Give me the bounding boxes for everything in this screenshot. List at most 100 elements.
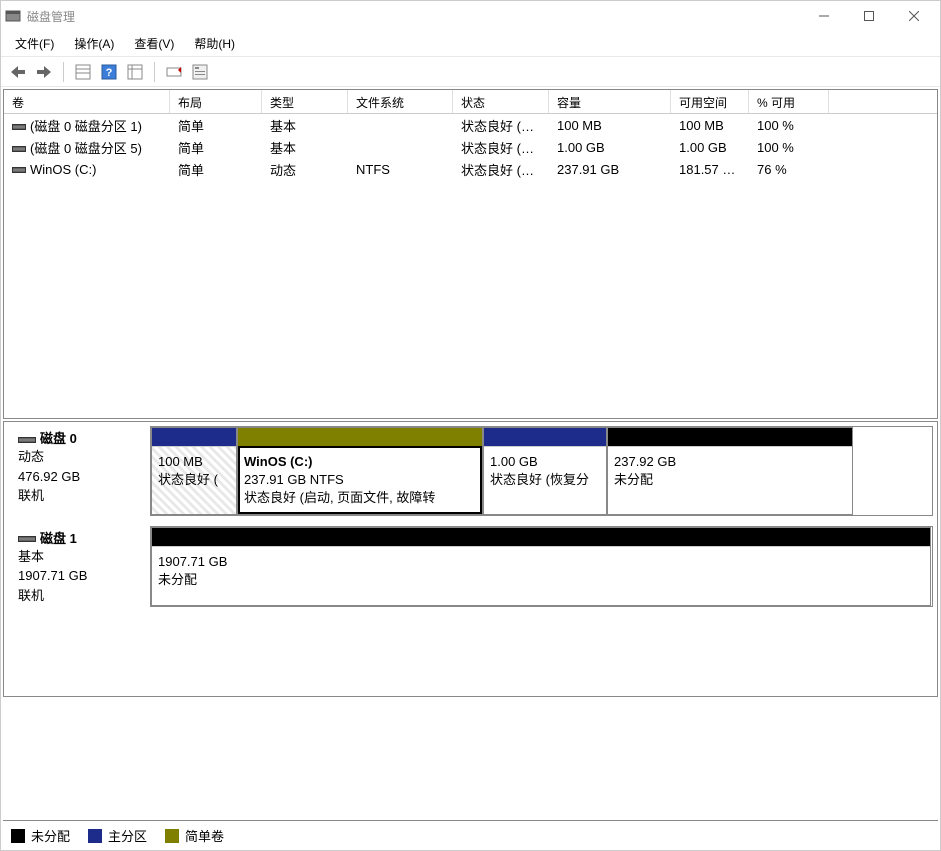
- partition-header: [152, 528, 930, 546]
- disk-size: 476.92 GB: [18, 467, 142, 487]
- menu-help[interactable]: 帮助(H): [184, 31, 245, 56]
- toolbar-sep2: [154, 62, 155, 82]
- cell-volume: (磁盘 0 磁盘分区 5): [30, 141, 142, 156]
- disk-status: 联机: [18, 586, 142, 606]
- col-type[interactable]: 类型: [262, 90, 348, 113]
- partition-name: WinOS (C:): [244, 453, 476, 471]
- disk-status: 联机: [18, 486, 142, 506]
- close-button[interactable]: [891, 2, 936, 30]
- disk-graphical-pane: 磁盘 0动态476.92 GB联机100 MB状态良好 (WinOS (C:)2…: [3, 421, 938, 697]
- list-view-button[interactable]: [124, 61, 146, 83]
- cell-capacity: 237.91 GB: [549, 160, 671, 179]
- properties-button[interactable]: [189, 61, 211, 83]
- partition-body: 1.00 GB状态良好 (恢复分: [484, 446, 606, 514]
- cell-volume: (磁盘 0 磁盘分区 1): [30, 119, 142, 134]
- cell-free: 100 MB: [671, 116, 749, 135]
- titlebar-controls: [801, 2, 936, 30]
- col-volume[interactable]: 卷: [4, 90, 170, 113]
- disk-size: 1907.71 GB: [18, 566, 142, 586]
- refresh-button[interactable]: [163, 61, 185, 83]
- col-free[interactable]: 可用空间: [671, 90, 749, 113]
- legend-bar: 未分配主分区简单卷: [3, 820, 938, 850]
- partition-body: 100 MB状态良好 (: [152, 446, 236, 514]
- toolbar: ?: [1, 57, 940, 87]
- legend-swatch: [88, 829, 102, 843]
- volume-icon: [12, 167, 26, 173]
- partition[interactable]: 1907.71 GB未分配: [151, 527, 931, 607]
- disk-panel: 磁盘 0动态476.92 GB联机100 MB状态良好 (WinOS (C:)2…: [8, 426, 933, 516]
- disk-layout: 100 MB状态良好 (WinOS (C:)237.91 GB NTFS状态良好…: [150, 426, 933, 516]
- legend-label: 未分配: [31, 826, 70, 845]
- partition-size: 1907.71 GB: [158, 553, 924, 571]
- cell-status: 状态良好 (…: [453, 136, 549, 159]
- cell-type: 基本: [262, 136, 348, 159]
- disk-icon: [18, 437, 36, 443]
- disk-icon: [18, 536, 36, 542]
- legend-item: 简单卷: [165, 826, 224, 845]
- cell-volume: WinOS (C:): [30, 162, 96, 177]
- help-button[interactable]: ?: [98, 61, 120, 83]
- menu-view[interactable]: 查看(V): [124, 31, 184, 56]
- menu-file[interactable]: 文件(F): [5, 31, 64, 56]
- col-pct[interactable]: % 可用: [749, 90, 829, 113]
- details-view-button[interactable]: [72, 61, 94, 83]
- volume-list-pane: 卷 布局 类型 文件系统 状态 容量 可用空间 % 可用 (磁盘 0 磁盘分区 …: [3, 89, 938, 419]
- disk-info[interactable]: 磁盘 0动态476.92 GB联机: [8, 426, 150, 516]
- partition-body: WinOS (C:)237.91 GB NTFS状态良好 (启动, 页面文件, …: [238, 446, 482, 514]
- cell-type: 基本: [262, 114, 348, 137]
- table-row[interactable]: (磁盘 0 磁盘分区 1)简单基本状态良好 (…100 MB100 MB100 …: [4, 114, 937, 136]
- partition-info: 未分配: [614, 471, 846, 489]
- disk-kind: 基本: [18, 547, 142, 567]
- partition[interactable]: 100 MB状态良好 (: [151, 427, 237, 515]
- back-button[interactable]: [7, 61, 29, 83]
- partition-size: 100 MB: [158, 453, 230, 471]
- disk-panel: 磁盘 1基本1907.71 GB联机1907.71 GB未分配: [8, 526, 933, 608]
- cell-free: 1.00 GB: [671, 138, 749, 157]
- table-row[interactable]: (磁盘 0 磁盘分区 5)简单基本状态良好 (…1.00 GB1.00 GB10…: [4, 136, 937, 158]
- cell-capacity: 100 MB: [549, 116, 671, 135]
- maximize-button[interactable]: [846, 2, 891, 30]
- volume-grid-header: 卷 布局 类型 文件系统 状态 容量 可用空间 % 可用: [4, 90, 937, 114]
- cell-layout: 简单: [170, 158, 262, 181]
- partition-body: 237.92 GB未分配: [608, 446, 852, 514]
- col-capacity[interactable]: 容量: [549, 90, 671, 113]
- col-status[interactable]: 状态: [453, 90, 549, 113]
- cell-pct: 100 %: [749, 138, 829, 157]
- cell-type: 动态: [262, 158, 348, 181]
- partition-info: 状态良好 (启动, 页面文件, 故障转: [244, 489, 476, 507]
- legend-label: 简单卷: [185, 826, 224, 845]
- col-fs[interactable]: 文件系统: [348, 90, 453, 113]
- partition[interactable]: 237.92 GB未分配: [607, 427, 853, 515]
- window-title: 磁盘管理: [27, 8, 801, 25]
- cell-fs: NTFS: [348, 160, 453, 179]
- disk-info[interactable]: 磁盘 1基本1907.71 GB联机: [8, 526, 150, 608]
- volume-icon: [12, 146, 26, 152]
- partition-header: [484, 428, 606, 446]
- partition-header: [608, 428, 852, 446]
- minimize-button[interactable]: [801, 2, 846, 30]
- table-row[interactable]: WinOS (C:) 简单动态NTFS状态良好 (…237.91 GB181.57…: [4, 158, 937, 180]
- disk-layout: 1907.71 GB未分配: [150, 526, 933, 608]
- volume-grid-body: (磁盘 0 磁盘分区 1)简单基本状态良好 (…100 MB100 MB100 …: [4, 114, 937, 180]
- partition-body: 1907.71 GB未分配: [152, 546, 930, 606]
- cell-pct: 76 %: [749, 160, 829, 179]
- disk-name-label: 磁盘 1: [40, 531, 77, 546]
- cell-status: 状态良好 (…: [453, 158, 549, 181]
- legend-swatch: [165, 829, 179, 843]
- forward-button[interactable]: [33, 61, 55, 83]
- menubar: 文件(F) 操作(A) 查看(V) 帮助(H): [1, 31, 940, 57]
- partition-info: 未分配: [158, 571, 924, 589]
- cell-layout: 简单: [170, 136, 262, 159]
- legend-swatch: [11, 829, 25, 843]
- partition[interactable]: WinOS (C:)237.91 GB NTFS状态良好 (启动, 页面文件, …: [237, 427, 483, 515]
- partition-size: 1.00 GB: [490, 453, 600, 471]
- menu-action[interactable]: 操作(A): [64, 31, 124, 56]
- partition[interactable]: 1.00 GB状态良好 (恢复分: [483, 427, 607, 515]
- partition-header: [152, 428, 236, 446]
- svg-text:?: ?: [106, 67, 113, 79]
- cell-free: 181.57 …: [671, 160, 749, 179]
- cell-layout: 简单: [170, 114, 262, 137]
- cell-capacity: 1.00 GB: [549, 138, 671, 157]
- col-layout[interactable]: 布局: [170, 90, 262, 113]
- cell-pct: 100 %: [749, 116, 829, 135]
